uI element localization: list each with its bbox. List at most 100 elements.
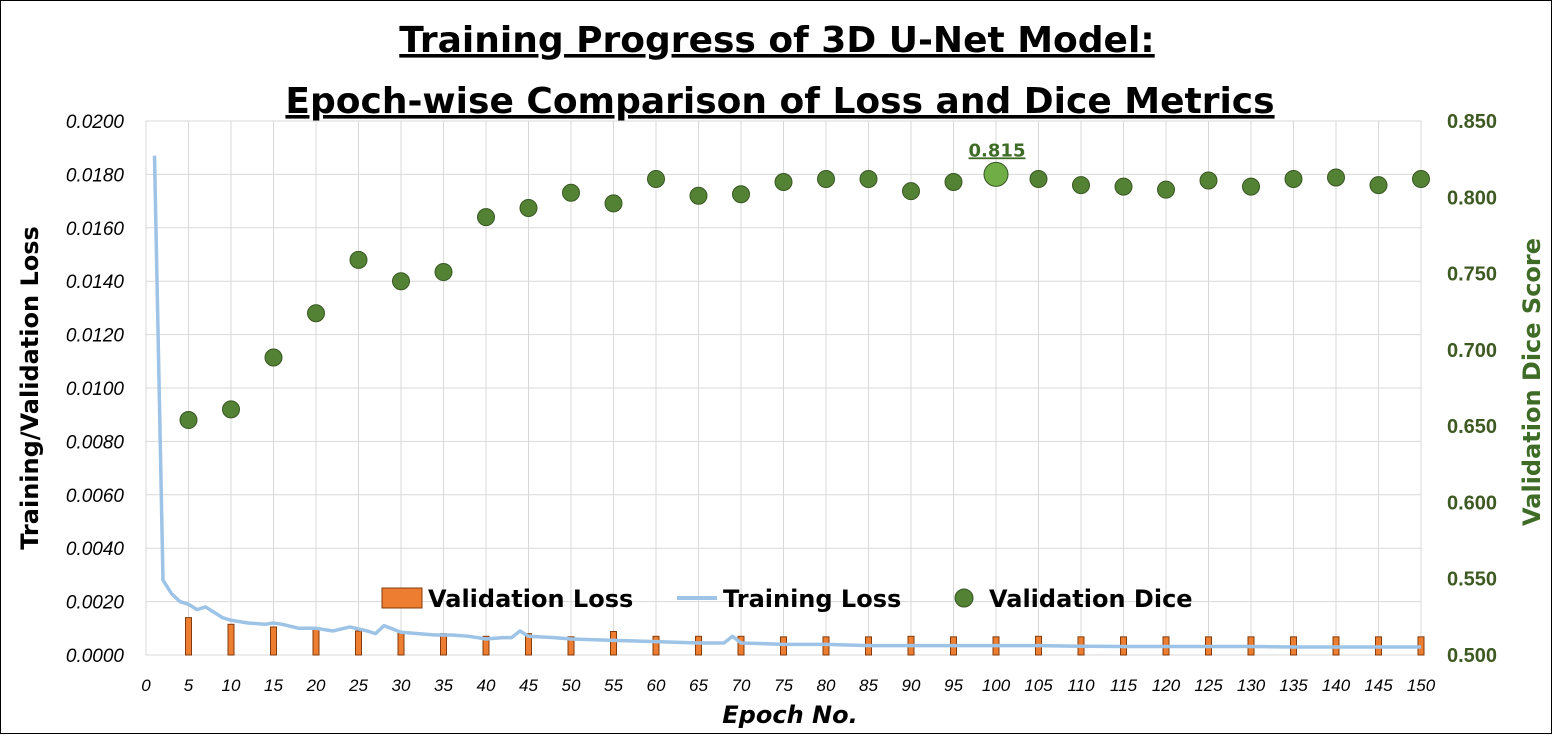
x-tick-label: 80 [817,676,836,695]
y-tick-right-label: 0.550 [1447,569,1497,591]
chart-title-line1: Training Progress of 3D U-Net Model: [399,20,1154,61]
training-loss-line [152,155,1421,649]
x-tick-label: 110 [1067,676,1095,695]
validation-dice-point [1412,169,1430,188]
x-tick-label: 50 [562,676,581,695]
validation-dice-point [732,185,750,204]
validation-dice-point [1029,169,1048,188]
validation-dice-point [1369,176,1388,195]
y-tick-left-label: 0.0200 [66,112,125,133]
validation-dice-point [264,348,283,367]
x-tick-label: 55 [604,676,623,695]
y-tick-left-label: 0.0000 [66,646,125,667]
validation-loss-bar [312,627,320,656]
x-tick-label: 120 [1152,676,1181,695]
y-tick-left-label: 0.0180 [66,165,125,186]
validation-loss-bar [652,635,660,656]
x-tick-label: 15 [264,676,283,695]
y-tick-right-label: 0.700 [1447,340,1497,362]
validation-loss-bar [737,635,745,656]
y-tick-right-label: 0.800 [1447,187,1497,209]
validation-dice-point [1072,176,1090,195]
validation-loss-bar [567,636,575,656]
validation-dice-points [179,161,1430,430]
x-tick-label: 20 [306,676,326,695]
x-tick-label: 25 [348,676,368,695]
validation-loss-bars [185,617,1425,656]
validation-dice-point [1157,180,1175,199]
validation-dice-point [349,250,368,269]
legend: Validation Loss Training Loss Validation… [381,585,1193,613]
legend-label-training-loss: Training Loss [723,585,901,613]
legend-label-validation-loss: Validation Loss [428,585,633,613]
validation-dice-point [859,169,878,188]
y-tick-left-label: 0.0020 [66,593,125,614]
x-tick-label: 105 [1024,676,1053,695]
grid [145,120,1422,656]
x-tick-label: 135 [1279,676,1308,695]
y-tick-right-label: 0.600 [1447,492,1497,514]
validation-dice-point [519,198,538,217]
x-tick-label: 115 [1110,676,1138,695]
validation-loss-bar [185,617,192,656]
validation-loss-bar [695,635,702,656]
validation-dice-point [1199,171,1218,190]
y-axis-right-ticks: 0.500 0.550 0.600 0.650 0.700 0.750 0.800 0.850 [1447,111,1497,667]
x-tick-label: 10 [222,676,241,695]
validation-dice-point [902,182,920,201]
validation-dice-point [647,169,665,188]
validation-dice-point [392,272,410,291]
y-tick-left-label: 0.0040 [66,539,125,560]
validation-loss-bar [227,623,235,656]
x-tick-label: 100 [982,676,1011,695]
x-tick-label: 90 [902,676,921,695]
validation-dice-point [222,400,240,419]
validation-loss-bar [610,631,617,656]
legend-label-validation-dice: Validation Dice [989,585,1193,613]
validation-dice-point [562,183,580,202]
validation-loss-bar [270,626,277,656]
validation-dice-best-point [983,161,1009,187]
x-tick-label: 75 [774,676,793,695]
validation-dice-point [1284,169,1303,188]
x-tick-label: 125 [1194,676,1223,695]
x-tick-label: 70 [732,676,751,695]
x-tick-label: 130 [1237,676,1266,695]
x-tick-label: 65 [689,676,708,695]
y-tick-left-label: 0.0140 [66,272,125,293]
validation-dice-point [1114,177,1133,196]
y-axis-left-label: Training/Validation Loss [16,226,44,550]
x-tick-label: 30 [392,676,411,695]
y-tick-left-label: 0.0060 [66,486,125,507]
x-tick-label: 60 [647,676,666,695]
y-tick-right-label: 0.500 [1447,645,1497,667]
validation-dice-point [179,411,198,430]
y-axis-left-ticks: 0.0000 0.0020 0.0040 0.0060 0.0080 0.0100 0.01… [66,112,125,667]
x-tick-label: 150 [1407,676,1436,695]
y-tick-right-label: 0.850 [1447,111,1497,133]
validation-dice-point [1242,177,1260,196]
validation-dice-point [434,263,453,282]
y-tick-left-label: 0.0120 [66,326,125,347]
x-tick-label: 45 [519,676,538,695]
validation-dice-point [1327,168,1345,187]
y-tick-left-label: 0.0100 [66,379,125,400]
validation-dice-point [604,194,623,213]
x-tick-label: 40 [477,676,496,695]
chart-title-line2: Epoch-wise Comparison of Loss and Dice M… [285,81,1274,122]
x-tick-label: 0 [141,676,151,695]
y-tick-left-label: 0.0080 [66,432,125,453]
y-axis-right-label: Validation Dice Score [1518,238,1546,526]
x-tick-label: 35 [434,676,453,695]
validation-loss-bar [525,633,532,656]
validation-loss-bar [397,631,405,656]
x-tick-label: 5 [184,676,194,695]
validation-dice-point [307,304,325,323]
x-axis-ticks: 0 5 10 15 20 25 30 35 40 45 50 55 60 65 70 75 80 85 90 95 10… [141,676,1435,695]
validation-loss-bar [355,630,362,656]
x-axis-label: Epoch No. [722,701,857,729]
validation-dice-point [817,169,835,188]
legend-swatch-validation-dice [954,588,974,608]
legend-swatch-validation-loss [381,587,423,609]
y-tick-left-label: 0.0160 [66,219,125,240]
